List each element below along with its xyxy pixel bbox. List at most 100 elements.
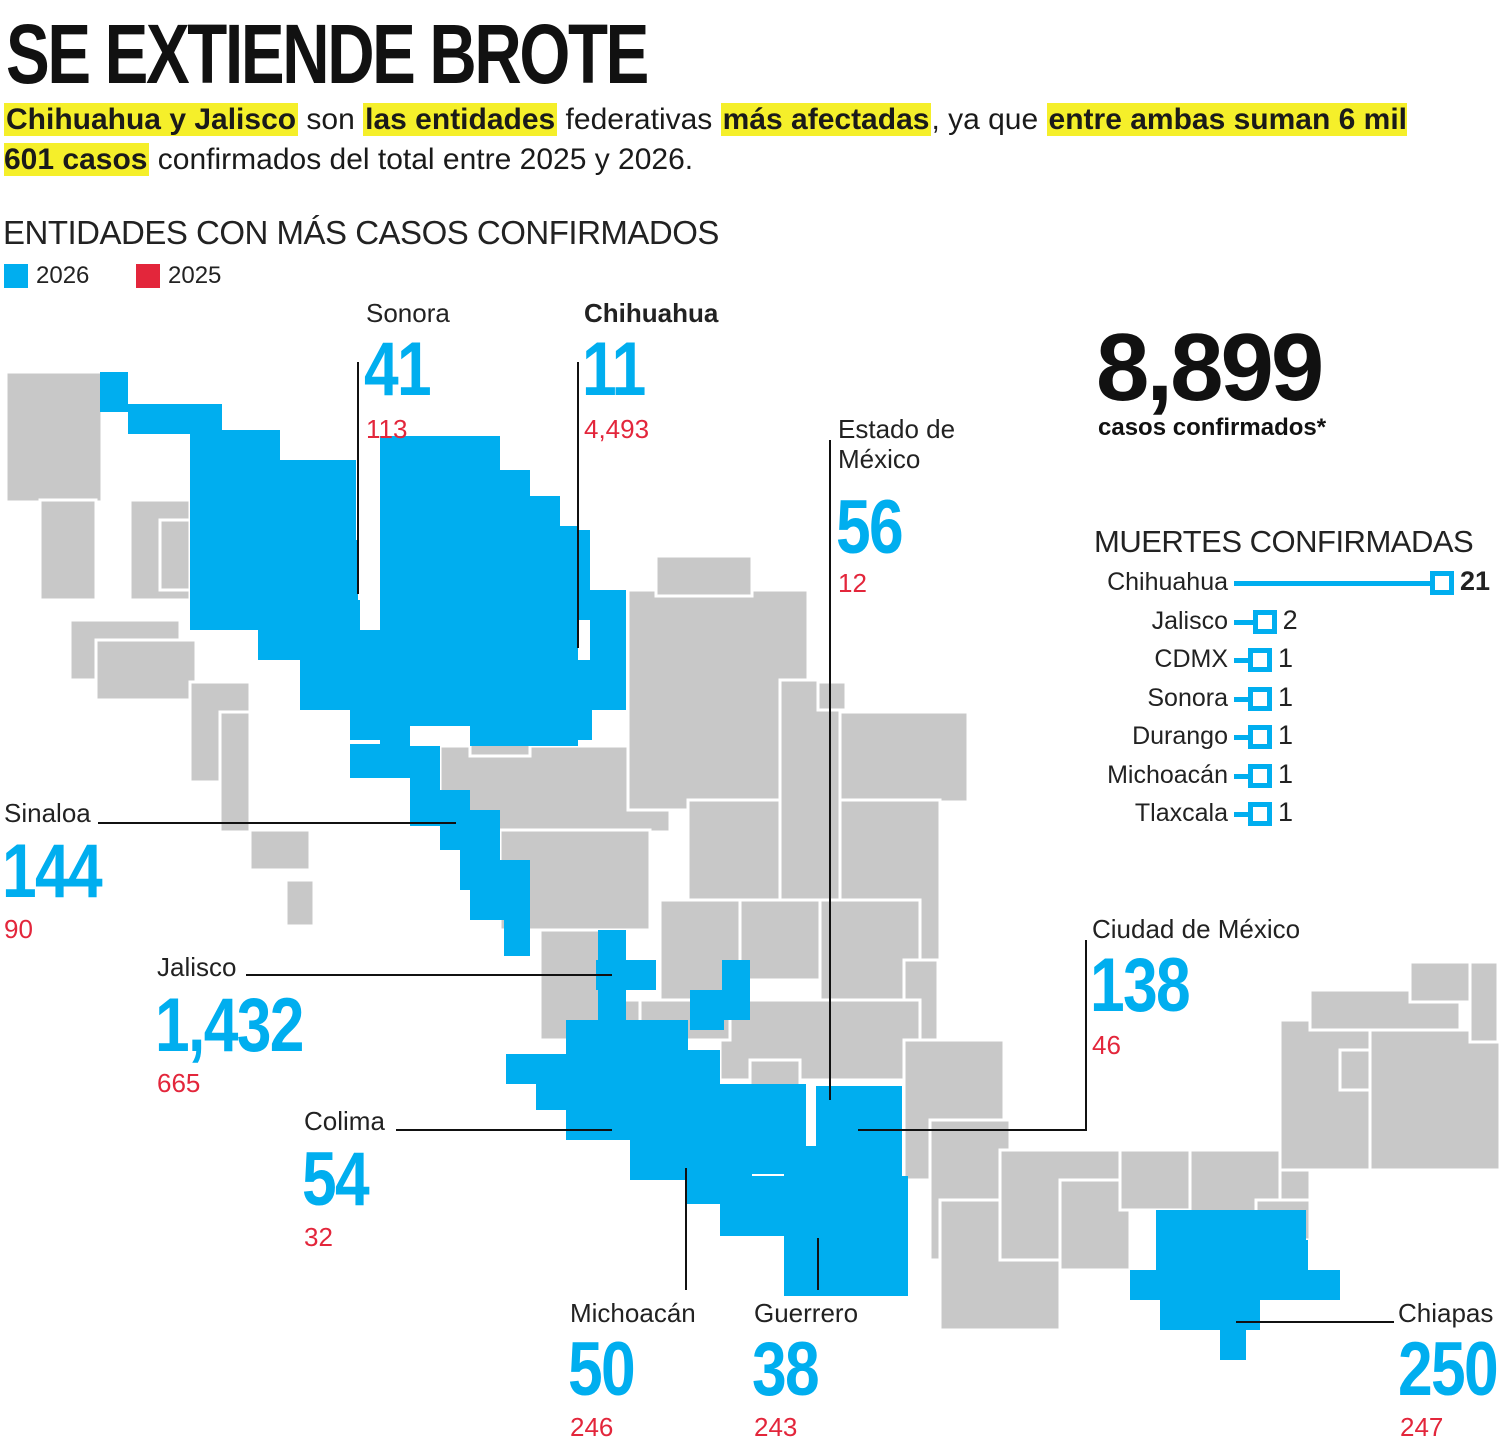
death-bar — [1234, 812, 1248, 817]
jalisco-2025-value: 665 — [157, 1068, 201, 1098]
legend-2025: 2025 — [136, 262, 221, 290]
subtitle: Chihuahua y Jalisco son las entidades fe… — [4, 100, 1464, 180]
subtitle-highlight: las entidades — [363, 103, 558, 136]
death-value: 1 — [1278, 758, 1294, 789]
state-tile-highlighted — [690, 990, 724, 1030]
state-tile-highlighted — [784, 1146, 844, 1176]
legend-label-2026: 2026 — [36, 262, 90, 289]
state-tile-highlighted — [410, 746, 440, 826]
sinaloa-label: Sinaloa — [4, 798, 91, 828]
legend-2026: 2026 — [4, 262, 89, 290]
state-tile-other — [284, 878, 316, 928]
death-marker — [1430, 571, 1454, 595]
guerrero-2026-value: 38 — [752, 1327, 820, 1412]
death-value: 1 — [1278, 797, 1294, 827]
death-bar — [1234, 658, 1248, 663]
death-name: Tlaxcala — [1134, 799, 1228, 827]
state-tile-highlighted — [410, 464, 500, 504]
death-marker — [1252, 609, 1277, 634]
state-tile-highlighted — [506, 1054, 576, 1084]
state-tile-other — [218, 710, 252, 834]
edomex-label: Estado de México — [838, 414, 956, 474]
state-tile-other — [654, 554, 754, 598]
state-tile-other — [94, 638, 198, 702]
state-tile-other — [1408, 960, 1472, 1004]
legend-label-2025: 2025 — [168, 262, 222, 289]
death-value: 1 — [1278, 681, 1294, 712]
state-tile-highlighted — [880, 1176, 908, 1296]
death-bar — [1234, 773, 1248, 779]
highlighted-states — [100, 372, 1340, 1360]
death-bar — [1234, 735, 1248, 740]
deaths-title: MUERTES CONFIRMADAS — [1094, 524, 1474, 559]
sinaloa-2026-value: 144 — [2, 829, 103, 914]
state-tile-other — [158, 518, 192, 592]
death-value: 1 — [1278, 643, 1294, 673]
headline: SE EXTIENDE BROTE — [6, 7, 649, 101]
sonora-label: Sonora — [366, 298, 450, 328]
state-tile-highlighted — [100, 372, 128, 412]
state-tile-other — [4, 370, 104, 504]
state-tile-highlighted — [500, 470, 530, 530]
subtitle-text: confirmados del total entre 2025 y 2026. — [149, 143, 694, 176]
death-marker — [1248, 802, 1272, 826]
subtitle-text: son — [298, 103, 364, 136]
death-value: 1 — [1278, 720, 1294, 750]
state-tile-highlighted — [1220, 1300, 1246, 1360]
state-tile-other — [1368, 1028, 1500, 1172]
total-cases-label: casos confirmados* — [1098, 414, 1327, 441]
cdmx-label: Ciudad de México — [1092, 914, 1301, 944]
legend-swatch-2026 — [4, 264, 28, 288]
death-bar — [1234, 581, 1430, 586]
death-name: Michoacán — [1107, 760, 1228, 789]
state-tile-highlighted — [1280, 1240, 1308, 1280]
colima-2025-value: 32 — [304, 1222, 333, 1252]
death-bar — [1234, 696, 1248, 702]
death-name: Durango — [1132, 722, 1228, 750]
state-tile-other — [838, 710, 970, 804]
subtitle-text: federativas — [557, 103, 721, 136]
death-marker — [1248, 686, 1272, 711]
chiapas-label: Chiapas — [1398, 1298, 1494, 1328]
guerrero-label: Guerrero — [754, 1298, 859, 1328]
death-value: 21 — [1460, 566, 1491, 596]
state-tile-other — [38, 498, 98, 602]
jalisco-label: Jalisco — [157, 952, 237, 982]
leader-lines — [98, 362, 1394, 1323]
state-tile-highlighted — [630, 1140, 690, 1180]
michoacan-label: Michoacán — [570, 1298, 696, 1328]
sinaloa-2025-value: 90 — [4, 914, 33, 944]
state-tile-other — [1468, 960, 1500, 1044]
death-bar — [1234, 619, 1253, 625]
michoacan-2026-value: 50 — [568, 1327, 636, 1412]
state-tile-other — [1278, 1018, 1372, 1172]
subtitle-highlight: más afectadas — [720, 103, 932, 136]
cdmx-2026-value: 138 — [1090, 943, 1191, 1028]
total-cases-value: 8,899 — [1096, 314, 1324, 421]
state-tile-highlighted — [560, 530, 590, 620]
state-tile-highlighted — [722, 960, 750, 1020]
subtitle-text: , ya que — [931, 103, 1047, 136]
chihuahua-2025-value: 4,493 — [584, 414, 650, 444]
cdmx-leader — [858, 940, 1087, 1131]
state-tile-highlighted — [536, 660, 592, 740]
subtitle-highlight: Chihuahua y Jalisco — [4, 103, 299, 136]
state-tile-highlighted — [536, 1080, 596, 1110]
death-marker — [1248, 763, 1272, 788]
cdmx-2025-value: 46 — [1092, 1030, 1121, 1060]
state-tile-highlighted — [784, 1176, 884, 1296]
michoacan-2025-value: 246 — [570, 1412, 614, 1442]
death-value: 2 — [1282, 604, 1298, 635]
chihuahua-2026-value: 11 — [582, 327, 646, 412]
chihuahua-label: Chihuahua — [584, 298, 719, 328]
section-title: ENTIDADES CON MÁS CASOS CONFIRMADOS — [3, 214, 719, 251]
state-tile-highlighted — [504, 900, 530, 956]
death-name: Jalisco — [1151, 606, 1228, 635]
colima-2026-value: 54 — [302, 1137, 370, 1222]
state-tile-highlighted — [128, 404, 222, 434]
chiapas-2026-value: 250 — [1398, 1327, 1499, 1412]
state-tile-other — [686, 798, 790, 902]
death-name: Sonora — [1147, 683, 1228, 712]
edomex-2026-value: 56 — [836, 485, 904, 570]
